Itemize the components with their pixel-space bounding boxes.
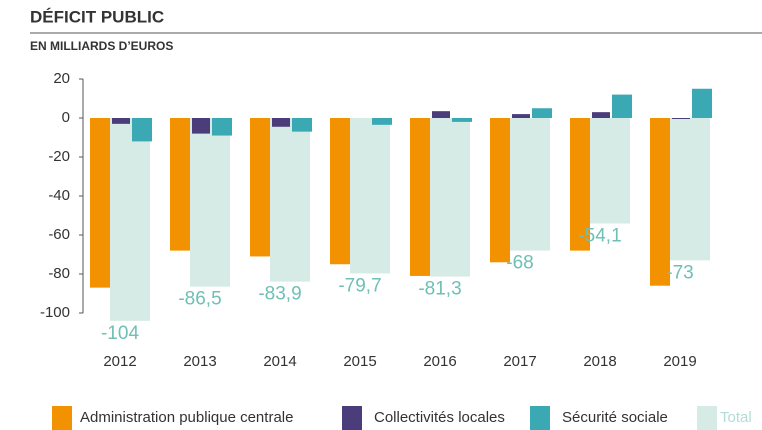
x-tick-label: 2017: [503, 353, 536, 370]
bar: [330, 118, 350, 265]
legend-swatch: [530, 406, 550, 430]
bar: [490, 118, 510, 263]
bar: [650, 118, 670, 286]
bar: [592, 112, 610, 118]
x-tick-label: 2015: [343, 353, 376, 370]
legend-label: Total: [720, 409, 752, 426]
x-tick-label: 2014: [263, 353, 296, 370]
x-tick-label: 2016: [423, 353, 456, 370]
total-label: -81,3: [418, 279, 461, 300]
x-tick-label: 2013: [183, 353, 216, 370]
bar: [292, 118, 312, 132]
bar: [432, 111, 450, 118]
bar: [410, 118, 430, 276]
bar: [90, 118, 110, 288]
total-label: -79,7: [338, 275, 381, 296]
bar: [452, 118, 472, 122]
y-tick-label: -40: [48, 187, 70, 204]
bar: [570, 118, 590, 251]
total-bar: [190, 118, 230, 287]
y-tick-label: -100: [40, 304, 70, 321]
bar: [112, 118, 130, 124]
legend-swatch: [52, 406, 72, 430]
x-tick-label: 2018: [583, 353, 616, 370]
y-tick-label: 20: [53, 70, 70, 87]
bar: [692, 88, 712, 118]
y-tick-label: -60: [48, 226, 70, 243]
total-bar: [590, 118, 630, 224]
bar: [170, 118, 190, 251]
total-label: -54,1: [578, 226, 621, 247]
bar: [192, 118, 210, 134]
legend-label: Collectivités locales: [374, 409, 505, 426]
legend-swatch: [697, 406, 717, 430]
bar: [132, 118, 152, 142]
bar: [212, 118, 232, 136]
x-tick-label: 2019: [663, 353, 696, 370]
total-label: -86,5: [178, 289, 221, 310]
bar: [672, 118, 690, 119]
total-bar: [670, 118, 710, 261]
bar: [250, 118, 270, 257]
bar: [612, 94, 632, 118]
legend-label: Sécurité sociale: [562, 409, 668, 426]
y-tick-label: -80: [48, 265, 70, 282]
legend-swatch: [342, 406, 362, 430]
total-bar: [270, 118, 310, 282]
bar: [372, 118, 392, 125]
total-bar: [430, 118, 470, 277]
chart-subtitle: EN MILLIARDS D’EUROS: [30, 39, 173, 53]
bar: [272, 118, 290, 127]
total-label: -83,9: [258, 284, 301, 305]
bar: [512, 114, 530, 118]
bar: [532, 108, 552, 118]
total-bar: [110, 118, 150, 321]
total-bar: [350, 118, 390, 274]
y-tick-label: 0: [62, 109, 70, 126]
total-label: -68: [506, 253, 533, 274]
total-bar: [510, 118, 550, 251]
x-tick-label: 2012: [103, 353, 136, 370]
chart-title: DÉFICIT PUBLIC: [30, 7, 164, 26]
total-label: -104: [101, 323, 139, 344]
y-tick-label: -20: [48, 148, 70, 165]
legend-label: Administration publique centrale: [80, 409, 293, 426]
total-label: -73: [666, 262, 693, 283]
